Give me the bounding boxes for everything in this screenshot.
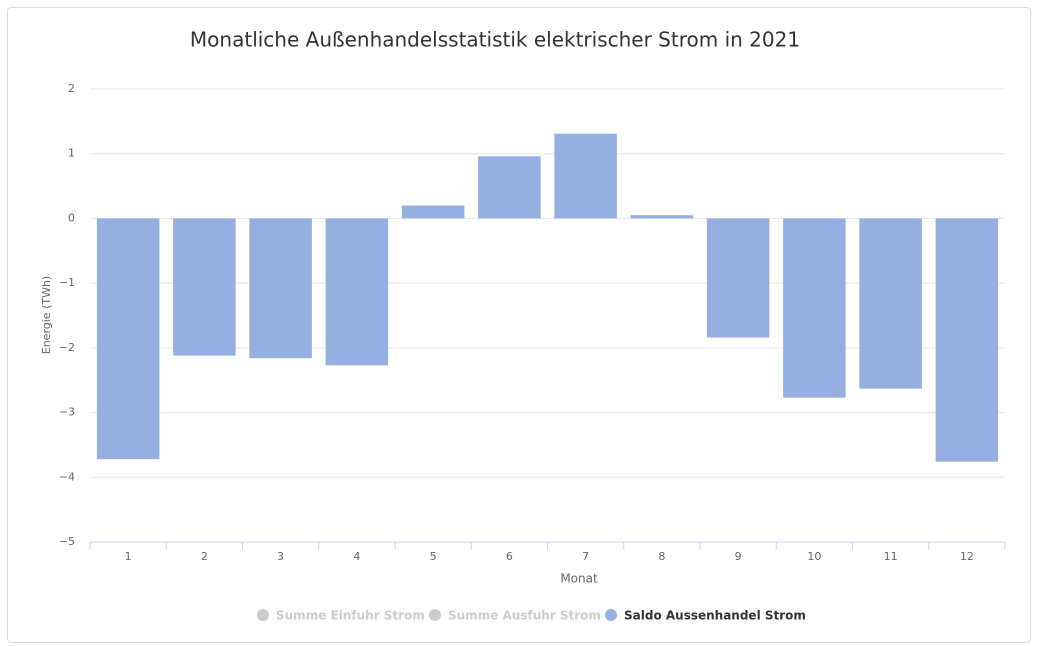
legend-marker bbox=[257, 609, 269, 621]
bar bbox=[478, 156, 541, 219]
x-tick-label: 7 bbox=[582, 550, 589, 563]
x-tick-label: 1 bbox=[125, 550, 132, 563]
bar bbox=[859, 218, 922, 389]
chart-title: Monatliche Außenhandelsstatistik elektri… bbox=[190, 28, 800, 52]
x-tick-label: 5 bbox=[430, 550, 437, 563]
bar bbox=[401, 205, 465, 219]
y-tick-label: −2 bbox=[59, 341, 75, 354]
bar bbox=[706, 218, 770, 338]
chart-frame bbox=[7, 7, 1031, 643]
bar bbox=[173, 218, 236, 356]
legend-label: Saldo Aussenhandel Strom bbox=[624, 609, 806, 623]
legend-marker bbox=[605, 609, 617, 621]
y-tick-label: −4 bbox=[59, 470, 75, 483]
y-tick-label: 2 bbox=[68, 82, 75, 95]
y-tick-label: −1 bbox=[59, 276, 75, 289]
bar bbox=[325, 218, 389, 366]
bar bbox=[96, 218, 160, 460]
legend-marker bbox=[429, 609, 441, 621]
x-tick-label: 2 bbox=[201, 550, 208, 563]
bar bbox=[630, 215, 694, 219]
x-tick-label: 3 bbox=[277, 550, 284, 563]
x-tick-label: 10 bbox=[807, 550, 821, 563]
bar bbox=[783, 218, 846, 398]
x-tick-label: 11 bbox=[884, 550, 898, 563]
bar bbox=[249, 218, 312, 359]
legend-label: Summe Einfuhr Strom bbox=[276, 609, 425, 623]
x-tick-label: 8 bbox=[658, 550, 665, 563]
y-tick-label: 0 bbox=[68, 211, 75, 224]
bar bbox=[935, 218, 999, 462]
x-tick-label: 12 bbox=[960, 550, 974, 563]
y-tick-label: −5 bbox=[59, 535, 75, 548]
y-axis-title: Energie (TWh) bbox=[40, 276, 53, 354]
y-tick-label: −3 bbox=[59, 406, 75, 419]
x-tick-label: 6 bbox=[506, 550, 513, 563]
bar bbox=[554, 133, 617, 219]
x-tick-label: 4 bbox=[353, 550, 360, 563]
legend-label: Summe Ausfuhr Strom bbox=[448, 609, 601, 623]
y-tick-label: 1 bbox=[68, 147, 75, 160]
x-axis-title: Monat bbox=[560, 572, 598, 586]
x-tick-label: 9 bbox=[735, 550, 742, 563]
